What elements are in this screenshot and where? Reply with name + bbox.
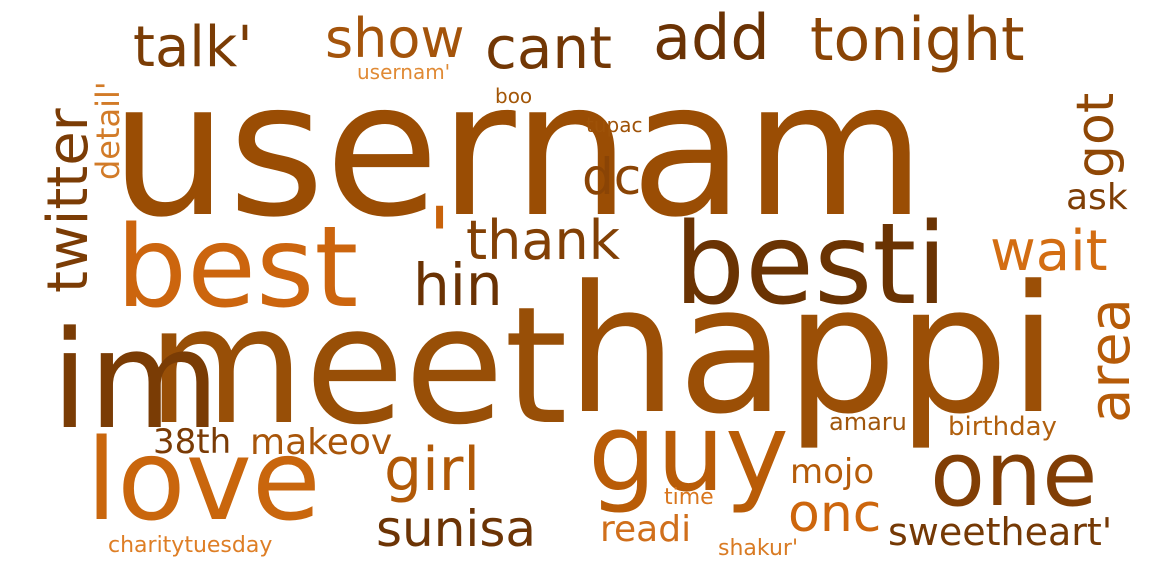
word-charitytuesday: charitytuesday — [108, 533, 273, 558]
word-area: area — [1078, 298, 1143, 423]
word-wait: wait — [990, 219, 1108, 284]
word-thank: thank — [466, 209, 620, 272]
word-meet: meet — [147, 273, 568, 461]
word-usernam: usernam — [110, 41, 926, 258]
word-one: one — [930, 422, 1098, 527]
word-birthday: birthday — [948, 412, 1057, 442]
word-happi: happi — [566, 248, 1058, 453]
word-girl: girl — [384, 435, 481, 505]
word-best: best — [116, 203, 359, 333]
word-sunisa: sunisa — [376, 500, 537, 558]
word-readi: readi — [600, 509, 692, 550]
word-sweetheart: sweetheart' — [888, 510, 1113, 554]
word-show: show — [325, 7, 465, 70]
word-besti: besti — [674, 200, 948, 330]
word-hin: hin — [413, 251, 503, 319]
word-time: time — [664, 485, 714, 510]
word-makeov: makeov — [250, 422, 393, 463]
word-onc: onc — [788, 484, 882, 544]
word-guy: guy — [588, 391, 789, 516]
word-shakur: shakur' — [718, 536, 798, 561]
word-mojo: mojo — [790, 452, 875, 492]
word-ask: ask — [1066, 177, 1128, 218]
word-dc: dc — [582, 148, 642, 206]
word-cant: cant — [485, 14, 612, 82]
word-detail: detail' — [89, 81, 127, 180]
word-boo: boo — [495, 84, 533, 108]
word-tupac: tupac — [586, 113, 643, 137]
word-love: love — [86, 416, 321, 546]
word-got: got — [1066, 92, 1126, 178]
word-add: add — [653, 1, 770, 74]
word-38th: 38th — [153, 422, 232, 462]
word-talk: talk' — [133, 15, 253, 80]
word-apostrophe: ' — [428, 189, 452, 287]
word-im: im — [51, 302, 221, 459]
word-usernam-quote: usernam' — [357, 60, 451, 84]
word-amaru: amaru — [829, 408, 907, 436]
word-tonight: tonight — [810, 5, 1025, 75]
